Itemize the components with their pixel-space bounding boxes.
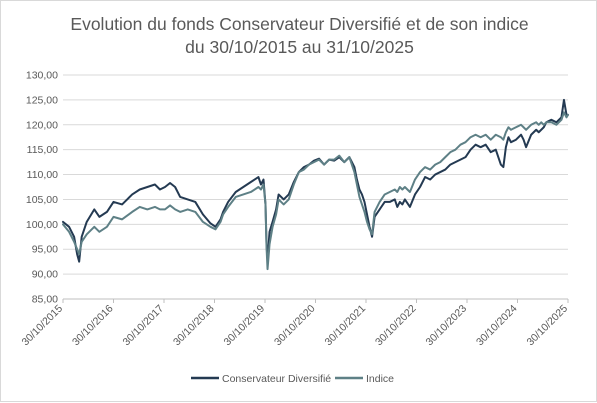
y-tick-label: 105,00 <box>26 194 58 206</box>
series-lines <box>62 98 569 271</box>
x-tick-label: 30/10/2018 <box>171 303 217 349</box>
x-tick-label: 30/10/2019 <box>221 303 267 349</box>
series-line-conservateur-diversifie <box>62 98 569 263</box>
x-tick-label: 30/10/2020 <box>272 303 318 349</box>
series-line-indice <box>62 111 569 271</box>
legend: Conservateur Diversifié Indice <box>191 373 394 385</box>
x-tick-label: 30/10/2017 <box>120 303 166 349</box>
legend-label: Indice <box>366 373 394 385</box>
chart-title: Evolution du fonds Conservateur Diversif… <box>1 13 597 59</box>
y-tick-label: 130,00 <box>26 70 58 82</box>
y-tick-label: 95,00 <box>32 244 58 256</box>
x-tick-label: 30/10/2021 <box>322 303 368 349</box>
y-tick-label: 120,00 <box>26 119 58 131</box>
x-tick-label: 30/10/2023 <box>423 303 469 349</box>
gridlines <box>63 74 568 275</box>
y-tick-label: 90,00 <box>32 269 58 281</box>
chart-title-line-1: Evolution du fonds Conservateur Diversif… <box>70 14 529 34</box>
x-tick-label: 30/10/2022 <box>373 303 419 349</box>
y-tick-label: 85,00 <box>32 294 58 306</box>
x-tick-label: 30/10/2025 <box>524 303 570 349</box>
x-tick-label: 30/10/2016 <box>70 303 116 349</box>
y-axis-tick-labels: 130,00 125,00 120,00 115,00 110,00 105,00 100,… <box>26 70 58 306</box>
y-tick-label: 115,00 <box>27 144 58 156</box>
x-tick-label: 30/10/2024 <box>474 303 520 349</box>
legend-label: Conservateur Diversifié <box>222 373 331 385</box>
chart-title-line-2: du 30/10/2015 au 31/10/2025 <box>185 37 414 57</box>
y-tick-label: 110,00 <box>27 169 58 181</box>
x-axis <box>62 298 569 303</box>
y-tick-label: 125,00 <box>26 94 58 106</box>
x-tick-label: 30/10/2015 <box>19 303 65 349</box>
x-axis-tick-labels: 30/10/2015 30/10/2016 30/10/2017 30/10/2018… <box>19 303 570 349</box>
y-tick-label: 100,00 <box>26 219 58 231</box>
